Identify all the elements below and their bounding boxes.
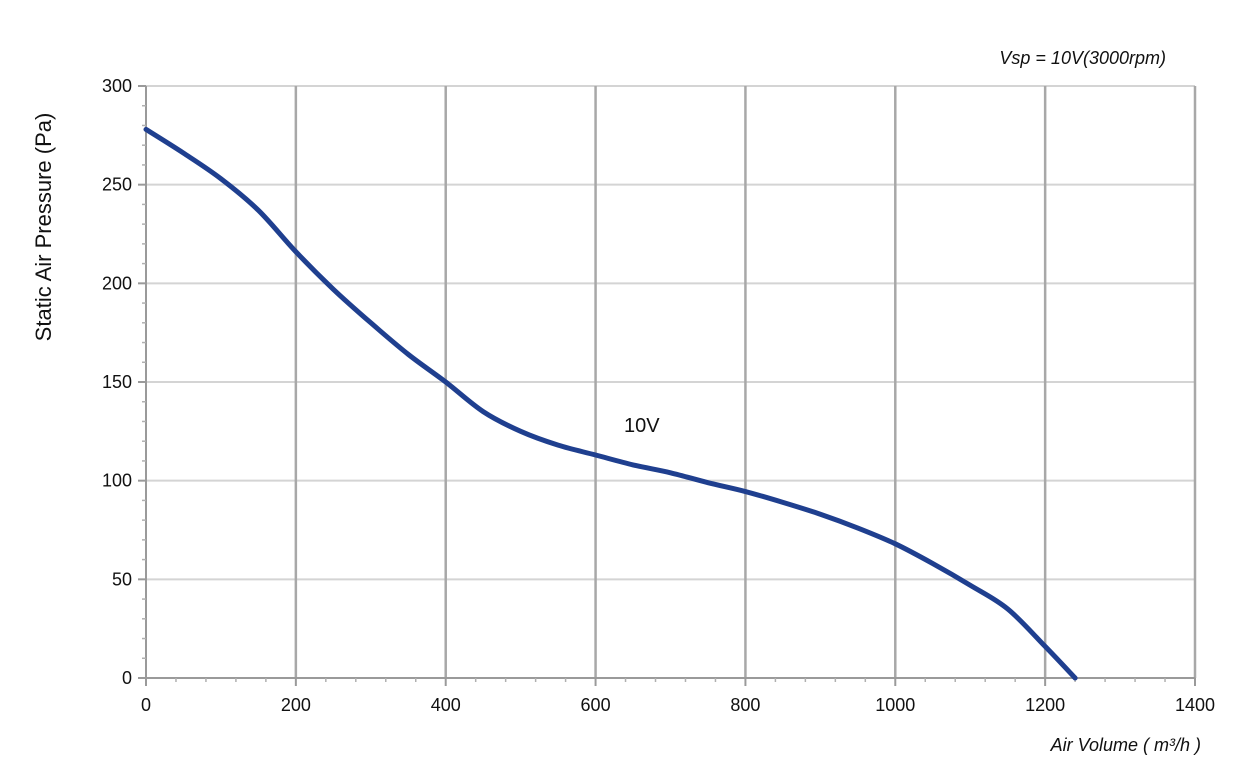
y-tick-label: 0 (122, 668, 132, 688)
series-line-10v (143, 126, 1078, 681)
x-axis-title: Air Volume ( m³/h ) (1050, 735, 1201, 755)
y-tick-label: 150 (102, 372, 132, 392)
series-label: 10V (624, 415, 660, 437)
y-axis-title: Static Air Pressure (Pa) (31, 113, 56, 342)
x-tick-label: 400 (431, 695, 461, 715)
axes (138, 85, 1196, 686)
x-tick-label: 600 (581, 695, 611, 715)
x-tick-label: 1000 (875, 695, 915, 715)
x-tick-label: 200 (281, 695, 311, 715)
vsp-annotation: Vsp = 10V(3000rpm) (999, 48, 1166, 68)
y-tick-label: 100 (102, 471, 132, 491)
x-tick-label: 1200 (1025, 695, 1065, 715)
gridlines (146, 85, 1197, 678)
y-tick-label: 300 (102, 76, 132, 96)
y-tick-label: 50 (112, 569, 132, 589)
x-tick-label: 800 (730, 695, 760, 715)
x-tick-label: 1400 (1175, 695, 1215, 715)
y-tick-label: 200 (102, 273, 132, 293)
y-tick-label: 250 (102, 175, 132, 195)
series-layer (143, 126, 1078, 681)
x-tick-label: 0 (141, 695, 151, 715)
tick-labels: 0 50 100 150 200 250 300 0 200 400 600 800 1000 1200 1… (102, 76, 1215, 715)
